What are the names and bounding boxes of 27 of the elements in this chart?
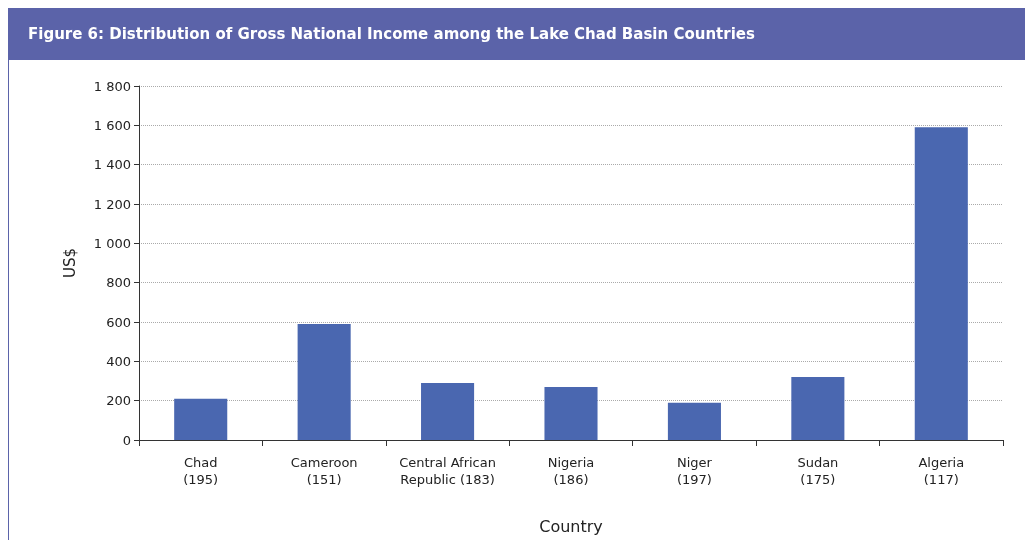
y-tick-label: 600 bbox=[106, 314, 131, 330]
y-axis-title: US$ bbox=[60, 247, 79, 279]
y-tick-label: 800 bbox=[106, 275, 131, 291]
y-tick-label: 1 000 bbox=[93, 235, 131, 251]
x-tick-label: Niger (197) bbox=[676, 455, 713, 487]
x-tick-label: Chad (195) bbox=[183, 455, 219, 487]
x-tick-label: Algeria (117) bbox=[918, 455, 965, 487]
bar bbox=[544, 386, 598, 440]
y-tick-label: 400 bbox=[106, 353, 131, 369]
x-tick-label: Sudan (175) bbox=[797, 455, 839, 487]
bar bbox=[297, 323, 351, 440]
y-tick-label: 1 200 bbox=[93, 196, 131, 212]
x-tick-label: Cameroon (151) bbox=[290, 455, 358, 487]
bar bbox=[914, 127, 968, 440]
y-tick-label: 1 600 bbox=[93, 117, 131, 133]
chart-title: Figure 6: Distribution of Gross National Income among the Lake Chad Basin Countries bbox=[8, 8, 1025, 60]
x-tick-label: Nigeria (186) bbox=[547, 455, 595, 487]
y-tick-label: 200 bbox=[106, 393, 131, 409]
y-tick-label: 1 400 bbox=[93, 157, 131, 173]
x-tick-label: Central African Republic (183) bbox=[399, 455, 496, 487]
y-tick-label: 0 bbox=[122, 432, 131, 448]
x-axis-title: Country bbox=[539, 516, 603, 536]
bar bbox=[667, 402, 721, 440]
bar bbox=[174, 398, 228, 440]
bar bbox=[421, 382, 475, 440]
y-tick-label: 1 800 bbox=[93, 78, 131, 94]
bar bbox=[791, 377, 845, 440]
